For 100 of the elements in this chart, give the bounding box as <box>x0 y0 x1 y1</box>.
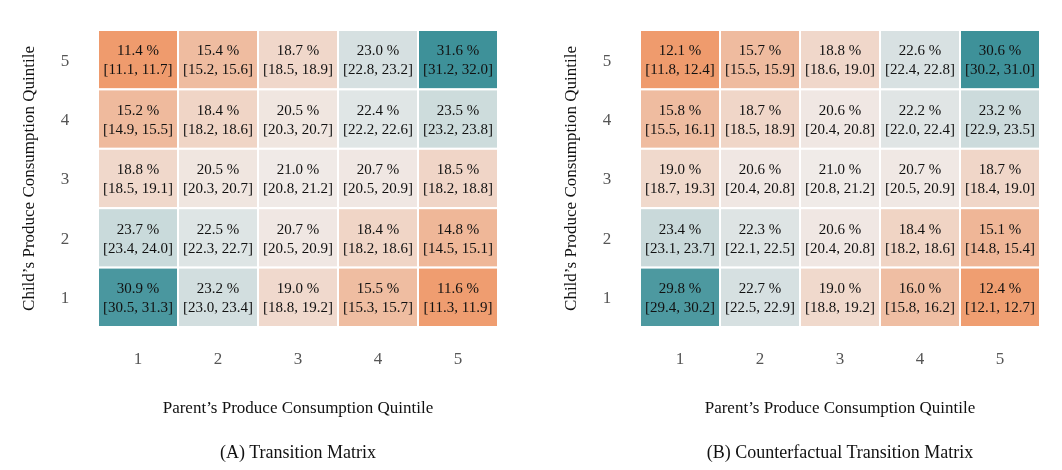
data-label: 15.1 % <box>978 220 1022 237</box>
data-label: 11.4 % <box>117 42 159 59</box>
annotation: [22.0, 22.4] <box>885 120 955 137</box>
y-tick-label: 5 <box>602 50 612 70</box>
data-label: 30.6 % <box>978 42 1022 59</box>
data-label: 18.5 % <box>436 161 480 178</box>
annotation: [22.9, 23.5] <box>965 120 1035 137</box>
text: (B) Counterfactual Transition Matrix <box>706 442 974 463</box>
annotation: [15.5, 16.1] <box>645 120 715 137</box>
annotation: [18.4, 19.0] <box>965 180 1035 197</box>
annotation: [15.2, 15.6] <box>183 61 253 78</box>
annotation: [20.4, 20.8] <box>805 239 875 256</box>
data-label: 19.0 % <box>276 280 320 297</box>
annotation: [29.4, 30.2] <box>645 299 715 316</box>
x-tick-label: 2 <box>755 349 765 368</box>
data-label: 20.7 % <box>898 161 942 178</box>
y-axis-title: Child’s Produce Consumption Quintile <box>19 46 38 311</box>
data-label: 21.0 % <box>276 161 320 178</box>
data-label: 22.2 % <box>898 101 942 118</box>
x-tick-label: 4 <box>373 349 383 368</box>
annotation: [18.5, 18.9] <box>725 120 795 137</box>
annotation: [18.6, 19.0] <box>805 61 875 78</box>
annotation: [14.5, 15.1] <box>423 239 493 256</box>
annotation: [18.8, 19.2] <box>805 299 875 316</box>
y-tick-label: 1 <box>602 288 612 308</box>
y-tick-label: 3 <box>60 169 70 189</box>
annotation: [23.4, 24.0] <box>103 239 173 256</box>
data-label: 31.6 % <box>436 42 480 59</box>
data-label: 23.5 % <box>436 101 480 118</box>
y-tick-label: 4 <box>60 110 70 130</box>
annotation: [18.5, 19.1] <box>103 180 173 197</box>
y-tick-label: 3 <box>602 169 612 189</box>
x-axis-title: Parent’s Produce Consumption Quintile <box>704 398 976 417</box>
data-label: 18.4 % <box>196 101 240 118</box>
annotation: [11.8, 12.4] <box>645 61 715 78</box>
y-tick-label: 5 <box>60 50 70 70</box>
data-label: 15.5 % <box>356 280 400 297</box>
annotation: [20.4, 20.8] <box>725 180 795 197</box>
data-label: 18.7 % <box>738 101 782 118</box>
data-label: 12.1 % <box>658 42 702 59</box>
x-tick-label: 1 <box>133 349 143 368</box>
annotation: [18.2, 18.8] <box>423 180 493 197</box>
x-tick-label: 2 <box>213 349 223 368</box>
data-label: 22.6 % <box>898 42 942 59</box>
annotation: [18.8, 19.2] <box>263 299 333 316</box>
data-label: 14.8 % <box>436 220 480 237</box>
data-label: 15.8 % <box>658 101 702 118</box>
x-tick-label: 3 <box>293 349 303 368</box>
data-label: 15.2 % <box>116 101 160 118</box>
annotation: [23.0, 23.4] <box>183 299 253 316</box>
data-label: 19.0 % <box>818 280 862 297</box>
y-tick-label: 2 <box>60 228 70 248</box>
annotation: [30.5, 31.3] <box>103 299 173 316</box>
annotation: [23.1, 23.7] <box>645 239 715 256</box>
y-axis-title: Child’s Produce Consumption Quintile <box>561 46 580 311</box>
annotation: [12.1, 12.7] <box>965 299 1035 316</box>
annotation: [30.2, 31.0] <box>965 61 1035 78</box>
data-label: 18.7 % <box>978 161 1022 178</box>
data-label: 30.9 % <box>116 280 160 297</box>
annotation: [20.3, 20.7] <box>183 180 253 197</box>
y-tick-label: 4 <box>602 110 612 130</box>
data-label: 22.5 % <box>196 220 240 237</box>
data-label: 23.0 % <box>356 42 400 59</box>
annotation: [18.2, 18.6] <box>343 239 413 256</box>
data-label: 18.8 % <box>818 42 862 59</box>
annotation: [22.3, 22.7] <box>183 239 253 256</box>
y-tick-label: 2 <box>602 228 612 248</box>
data-label: 18.7 % <box>276 42 320 59</box>
x-tick-label: 4 <box>915 349 925 368</box>
data-label: 20.6 % <box>818 101 862 118</box>
data-label: 18.4 % <box>898 220 942 237</box>
annotation: [15.8, 16.2] <box>885 299 955 316</box>
text: (A) Transition Matrix <box>219 442 377 463</box>
annotation: [20.5, 20.9] <box>885 180 955 197</box>
annotation: [18.5, 18.9] <box>263 61 333 78</box>
data-label: 18.4 % <box>356 220 400 237</box>
annotation: [31.2, 32.0] <box>423 61 493 78</box>
data-label: 22.7 % <box>738 280 782 297</box>
data-label: 20.6 % <box>738 161 782 178</box>
data-label: 21.0 % <box>818 161 862 178</box>
annotation: [20.8, 21.2] <box>263 180 333 197</box>
data-label: 19.0 % <box>658 161 702 178</box>
data-label: 12.4 % <box>978 280 1022 297</box>
data-label: 18.8 % <box>116 161 160 178</box>
data-label: 15.4 % <box>196 42 240 59</box>
annotation: [22.2, 22.6] <box>343 120 413 137</box>
x-tick-label: 3 <box>835 349 845 368</box>
data-label: 15.7 % <box>738 42 782 59</box>
annotation: [14.9, 15.5] <box>103 120 173 137</box>
annotation: [11.1, 11.7] <box>103 61 173 78</box>
data-label: 20.7 % <box>356 161 400 178</box>
x-axis-title: Parent’s Produce Consumption Quintile <box>162 398 434 417</box>
annotation: [22.8, 23.2] <box>343 61 413 78</box>
data-label: 23.2 % <box>196 280 240 297</box>
data-label: 11.6 % <box>437 280 479 297</box>
data-label: 29.8 % <box>658 280 702 297</box>
data-label: 20.5 % <box>276 101 320 118</box>
annotation: [18.7, 19.3] <box>645 180 715 197</box>
annotation: [23.2, 23.8] <box>423 120 493 137</box>
annotation: [15.5, 15.9] <box>725 61 795 78</box>
